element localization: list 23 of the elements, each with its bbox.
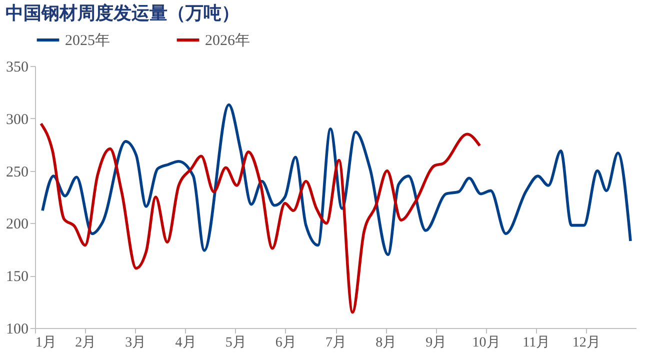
legend-label: 2025年 [65,32,110,49]
x-tick-label: 9月 [426,336,447,350]
y-tick-label: 300 [6,112,28,128]
y-tick-label: 350 [6,60,28,76]
x-tick-label: 6月 [275,336,296,350]
chart-title: 中国钢材周度发运量（万吨） [6,3,240,24]
line-series [40,122,482,314]
x-tick-label: 11月 [522,336,550,350]
x-tick-label: 2月 [75,336,96,350]
y-tick-label: 100 [6,322,28,338]
x-tick-label: 3月 [125,336,146,350]
x-tick-label: 7月 [326,336,346,350]
x-tick-label: 12月 [572,336,600,350]
x-tick-label: 8月 [376,336,397,350]
legend-label: 2026年 [205,32,250,49]
x-tick-label: 1月 [36,336,56,350]
x-tick-label: 5月 [225,336,246,350]
line-series [41,103,632,256]
y-tick-label: 150 [6,269,28,286]
y-tick-label: 250 [6,164,28,180]
x-tick-label: 10月 [472,336,500,350]
x-tick-label: 4月 [175,336,196,350]
y-tick-label: 200 [6,216,28,233]
